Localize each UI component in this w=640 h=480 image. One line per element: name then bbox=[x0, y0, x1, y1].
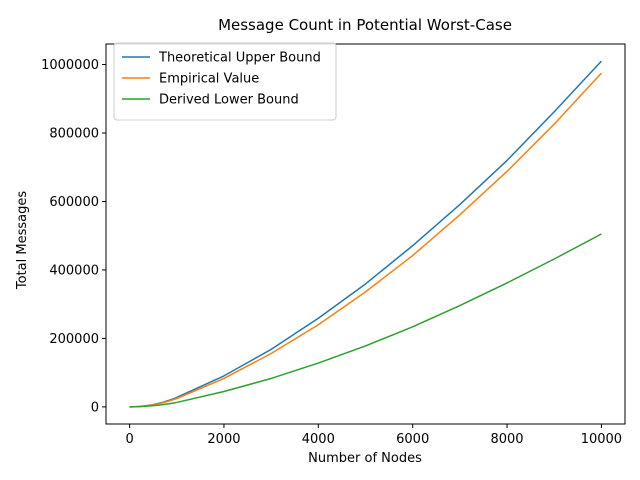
plot-area bbox=[129, 60, 602, 408]
x-tick-label: 8000 bbox=[490, 432, 523, 447]
x-tick-label: 2000 bbox=[207, 432, 240, 447]
y-tick-label: 800000 bbox=[49, 127, 99, 142]
y-tick-label: 200000 bbox=[49, 332, 99, 347]
series-line-2 bbox=[129, 233, 602, 408]
y-axis-label: Total Messages bbox=[15, 191, 30, 290]
x-axis-label: Number of Nodes bbox=[308, 451, 422, 466]
x-tick-label: 6000 bbox=[396, 432, 429, 447]
y-tick-label: 600000 bbox=[49, 195, 99, 210]
axes: 0 2000 4000 6000 8000 10000 0 200000 400000 60000… bbox=[41, 43, 626, 447]
y-tick-label: 0 bbox=[91, 400, 99, 415]
legend-entry-2: Derived Lower Bound bbox=[159, 93, 299, 108]
y-tick-label: 400000 bbox=[49, 263, 99, 278]
legend-entry-0: Theoretical Upper Bound bbox=[158, 51, 321, 66]
x-tick-label: 10000 bbox=[581, 432, 622, 447]
x-tick-label: 0 bbox=[125, 432, 133, 447]
legend-box bbox=[113, 42, 337, 121]
legend-entry-1: Empirical Value bbox=[159, 72, 259, 87]
y-tick-label: 1000000 bbox=[41, 58, 99, 73]
x-tick-label: 4000 bbox=[302, 432, 335, 447]
chart-title: Message Count in Potential Worst-Case bbox=[218, 16, 512, 34]
axes-frame bbox=[105, 43, 626, 425]
legend: Theoretical Upper Bound Empirical Value De… bbox=[113, 42, 337, 121]
